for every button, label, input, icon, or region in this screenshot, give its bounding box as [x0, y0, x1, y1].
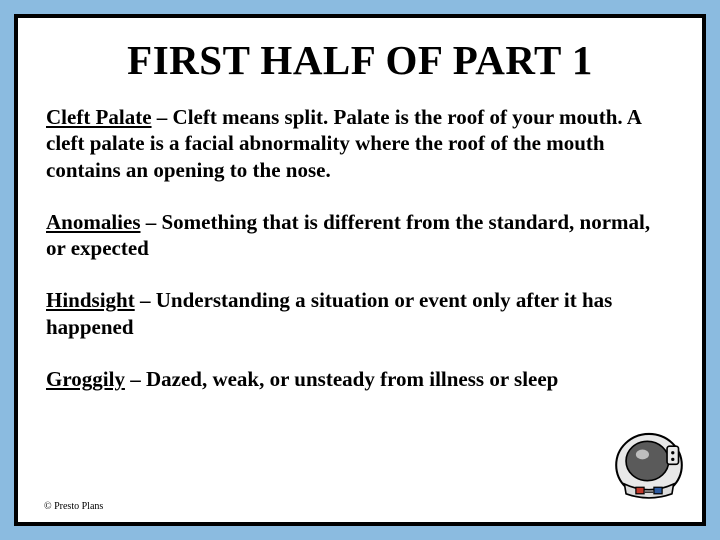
- slide-panel: FIRST HALF OF PART 1 Cleft Palate – Clef…: [14, 14, 706, 526]
- definition-item: Groggily – Dazed, weak, or unsteady from…: [46, 366, 566, 392]
- term: Groggily: [46, 367, 125, 391]
- astronaut-helmet-icon: [608, 420, 690, 502]
- definition-item: Cleft Palate – Cleft means split. Palate…: [46, 104, 674, 183]
- slide-title: FIRST HALF OF PART 1: [46, 36, 674, 84]
- term: Hindsight: [46, 288, 135, 312]
- definition-item: Anomalies – Something that is different …: [46, 209, 674, 262]
- definition-item: Hindsight – Understanding a situation or…: [46, 287, 674, 340]
- copyright-text: © Presto Plans: [44, 501, 103, 512]
- definitions-list: Cleft Palate – Cleft means split. Palate…: [46, 104, 674, 392]
- term: Anomalies: [46, 210, 141, 234]
- term: Cleft Palate: [46, 105, 152, 129]
- definition-body: – Dazed, weak, or unsteady from illness …: [125, 367, 558, 391]
